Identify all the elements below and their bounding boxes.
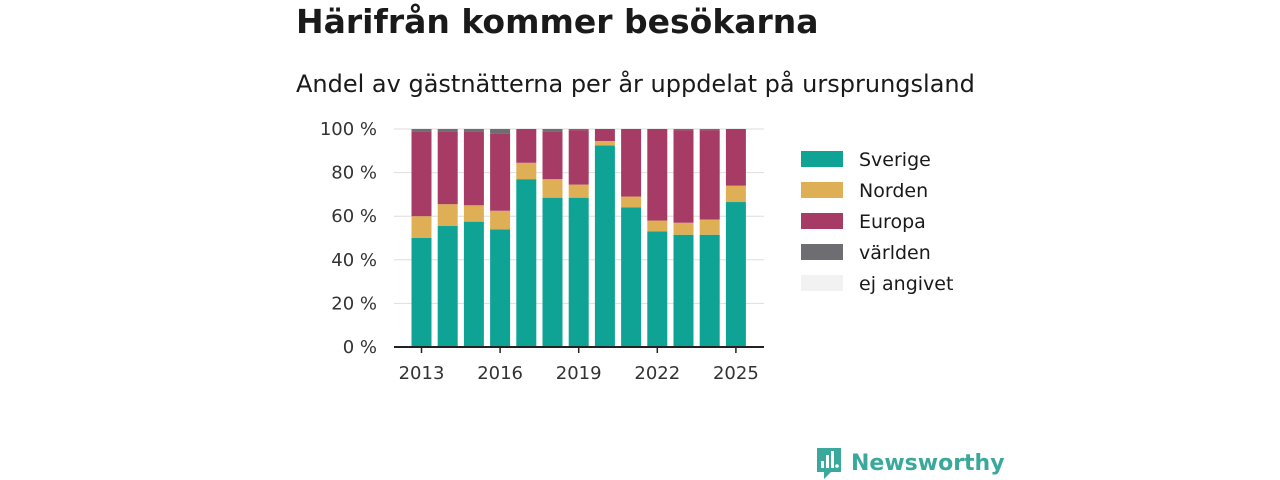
legend-label: Europa <box>859 211 926 233</box>
x-tick-label: 2022 <box>634 363 680 384</box>
bar-segment <box>411 216 432 238</box>
legend: Sverige Norden Europa världen ej angivet <box>801 149 953 295</box>
chart-subtitle: Andel av gästnätterna per år uppdelat på… <box>296 70 975 98</box>
legend-swatch <box>801 213 843 229</box>
bar-segment <box>647 231 668 347</box>
bar-segment <box>647 129 668 221</box>
legend-swatch <box>801 151 843 167</box>
newsworthy-logo[interactable]: Newsworthy <box>815 446 1005 480</box>
bar-segment <box>673 222 694 235</box>
bar-segment <box>516 129 537 163</box>
bars <box>411 129 746 347</box>
newsworthy-logo-icon <box>817 448 841 479</box>
bar-segment <box>568 197 589 347</box>
bar-segment <box>542 179 563 198</box>
legend-label: ej angivet <box>859 273 953 295</box>
bar-segment <box>699 219 720 235</box>
y-tick-label: 100 % <box>320 119 377 140</box>
bar-segment <box>568 129 589 131</box>
y-tick-label: 40 % <box>331 250 377 271</box>
x-tick-label: 2025 <box>713 363 759 384</box>
bar-segment <box>725 185 746 203</box>
bar-segment <box>542 129 563 132</box>
bar-segment <box>490 229 511 347</box>
y-axis-ticks: 0 % 20 % 40 % 60 % 80 % 100 % <box>320 119 377 358</box>
bar-segment <box>463 131 484 206</box>
legend-swatch <box>801 244 843 260</box>
bar-segment <box>516 162 537 180</box>
bar-segment <box>568 184 589 198</box>
bar-segment <box>463 205 484 222</box>
bar-segment <box>594 140 615 146</box>
bar-segment <box>673 129 694 131</box>
bar-segment <box>411 238 432 347</box>
chart-title: Härifrån kommer besökarna <box>296 2 819 41</box>
bar-segment <box>437 131 458 205</box>
bar-segment <box>411 131 432 217</box>
bar-segment <box>568 130 589 185</box>
bar-segment <box>725 202 746 347</box>
bar-segment <box>621 129 642 197</box>
y-tick-label: 80 % <box>331 163 377 184</box>
bar-segment <box>673 130 694 223</box>
y-tick-label: 20 % <box>331 293 377 314</box>
bar-segment <box>516 179 537 347</box>
bar-segment <box>490 129 511 134</box>
bar-segment <box>437 129 458 132</box>
bar-segment <box>594 129 615 141</box>
bar-segment <box>673 234 694 347</box>
y-tick-label: 60 % <box>331 206 377 227</box>
bar-segment <box>490 133 511 211</box>
legend-label: Norden <box>859 180 928 202</box>
bar-segment <box>490 210 511 230</box>
bar-segment <box>699 130 720 220</box>
x-tick-label: 2019 <box>556 363 602 384</box>
bar-segment <box>725 129 746 186</box>
bar-segment <box>437 204 458 227</box>
bar-segment <box>542 131 563 180</box>
bar-segment <box>411 129 432 132</box>
bar-segment <box>542 197 563 347</box>
bar-segment <box>699 234 720 347</box>
legend-label: världen <box>859 242 931 264</box>
bar-segment <box>463 129 484 132</box>
legend-label: Sverige <box>859 149 931 171</box>
bar-segment <box>647 220 668 232</box>
legend-swatch <box>801 275 843 291</box>
legend-swatch <box>801 182 843 198</box>
bar-segment <box>621 196 642 208</box>
bar-segment <box>437 226 458 347</box>
x-tick-label: 2016 <box>477 363 523 384</box>
newsworthy-logo-text: Newsworthy <box>851 450 1005 476</box>
bar-segment <box>699 129 720 131</box>
x-tick-label: 2013 <box>399 363 445 384</box>
x-axis-ticks: 2013 2016 2019 2022 2025 <box>399 347 759 384</box>
y-tick-label: 0 % <box>343 337 377 358</box>
bar-segment <box>621 207 642 347</box>
bar-segment <box>463 221 484 347</box>
bar-segment <box>594 145 615 347</box>
stacked-bar-chart: 0 % 20 % 40 % 60 % 80 % 100 % 2013 2016 2019 202… <box>320 119 954 384</box>
